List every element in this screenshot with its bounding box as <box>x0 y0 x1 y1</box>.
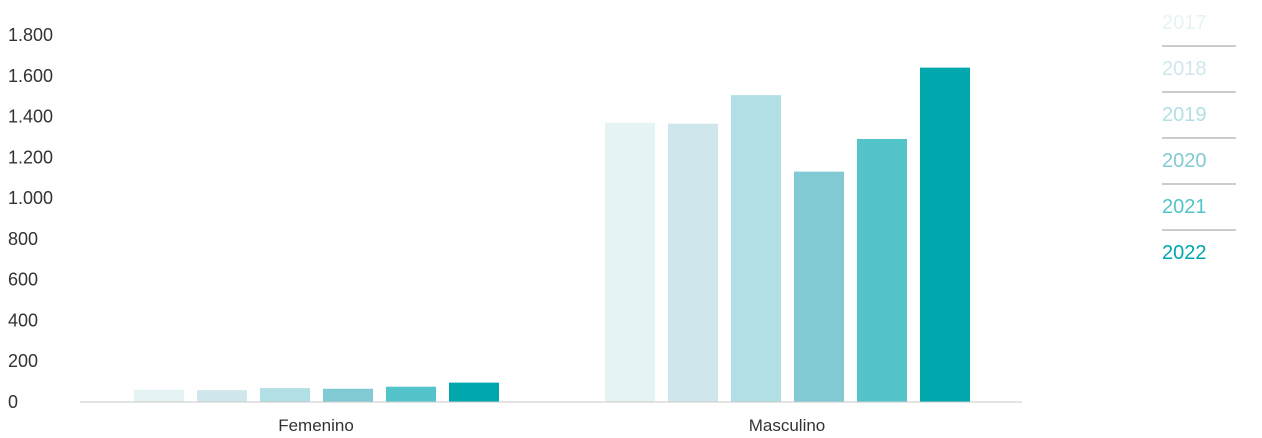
x-tick-label-masculino: Masculino <box>749 416 826 435</box>
y-tick-label: 1.600 <box>8 66 53 86</box>
y-tick-label: 200 <box>8 351 38 371</box>
y-tick-label: 600 <box>8 270 38 290</box>
y-tick-label: 1.200 <box>8 147 53 167</box>
y-tick-label: 0 <box>8 392 18 412</box>
x-axis-labels: Femenino Masculino <box>278 416 825 435</box>
bar-masculino-2021 <box>857 139 907 402</box>
y-tick-label: 400 <box>8 310 38 330</box>
bar-masculino-2020 <box>794 172 844 402</box>
bar-femenino-2020 <box>323 389 373 402</box>
legend-item-2017: 2017 <box>1162 12 1207 34</box>
y-tick-label: 1.800 <box>8 25 53 45</box>
legend-item-2018: 2018 <box>1162 58 1207 80</box>
legend-item-2020: 2020 <box>1162 150 1207 172</box>
bar-masculino-2019 <box>731 95 781 402</box>
bars <box>134 68 970 402</box>
legend-item-2019: 2019 <box>1162 104 1207 126</box>
bar-masculino-2022 <box>920 68 970 402</box>
bar-masculino-2017 <box>605 123 655 402</box>
bar-femenino-2017 <box>134 390 184 402</box>
bar-femenino-2022 <box>449 383 499 402</box>
legend: 2017 2018 2019 2020 2021 2022 <box>1162 12 1236 264</box>
y-tick-label: 1.000 <box>8 188 53 208</box>
x-tick-label-femenino: Femenino <box>278 416 354 435</box>
bar-femenino-2018 <box>197 390 247 402</box>
bar-masculino-2018 <box>668 124 718 402</box>
bar-femenino-2019 <box>260 388 310 402</box>
legend-item-2022: 2022 <box>1162 242 1207 264</box>
y-axis: 0 200 400 600 800 1.000 1.200 1.400 1.600 1.800 <box>8 25 53 412</box>
legend-item-2021: 2021 <box>1162 196 1207 218</box>
y-tick-label: 1.400 <box>8 107 53 127</box>
y-tick-label: 800 <box>8 229 38 249</box>
bar-femenino-2021 <box>386 387 436 402</box>
